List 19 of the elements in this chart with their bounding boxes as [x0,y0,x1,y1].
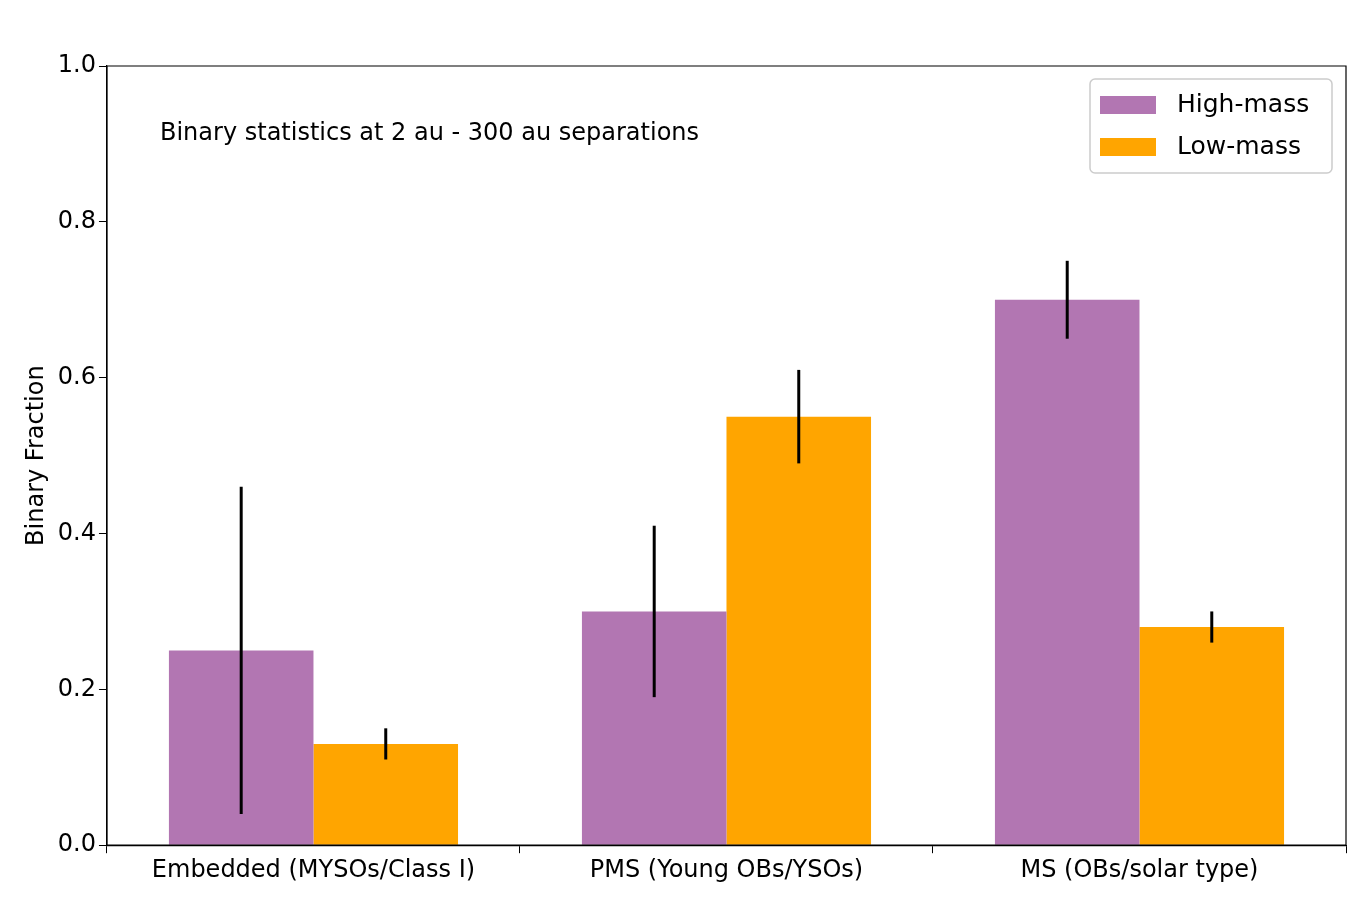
x-tick-label: PMS (Young OBs/YSOs) [589,854,864,883]
bar [726,416,872,845]
bar [994,299,1140,845]
y-tick-label: 1.0 [57,50,96,79]
y-tick-label: 0.8 [57,206,96,235]
x-tick-label: Embedded (MYSOs/Class I) [151,854,476,883]
bar [581,611,727,845]
y-tick-label: 0.4 [57,517,96,546]
bar [313,743,459,845]
y-tick-label: 0.2 [57,673,96,702]
x-tick-label: MS (OBs/solar type) [1020,854,1259,883]
bar [1139,627,1285,845]
y-tick-label: 0.6 [57,361,96,390]
y-tick-label: 0.0 [57,829,96,858]
bar [168,650,314,845]
legend-label: High-mass [1177,88,1310,118]
legend-label: Low-mass [1177,130,1301,160]
annotation: Binary statistics at 2 au - 300 au separations [159,118,700,147]
y-axis-title: Binary Fraction [20,365,49,546]
